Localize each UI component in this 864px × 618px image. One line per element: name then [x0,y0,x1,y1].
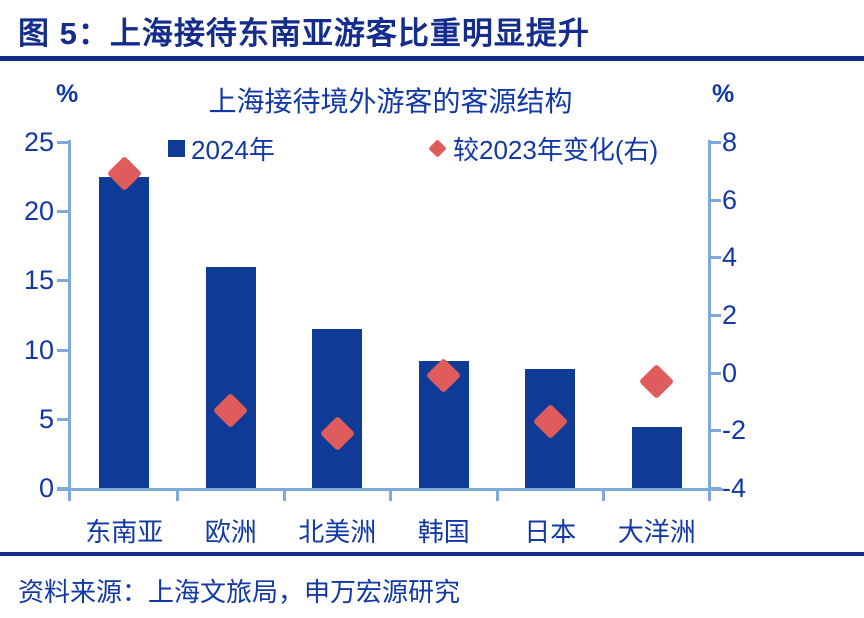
left-axis-tick-label: 25 [23,127,54,157]
x-category-label: 北美洲 [298,517,377,547]
left-axis-tick [57,348,70,352]
x-category-label: 欧洲 [204,517,257,547]
left-axis-tick [57,487,70,490]
right-axis-line [708,140,711,501]
right-axis-unit: % [712,80,735,108]
x-axis-tick [602,488,605,501]
left-axis-tick-label: 5 [38,403,54,434]
bar-大洋洲 [631,427,682,488]
left-axis-tick [57,210,70,214]
legend-diamond-swatch-icon [428,139,447,158]
right-axis-tick [708,371,721,375]
x-category-label: 大洋洲 [617,517,696,547]
left-axis-tick [57,417,70,421]
left-axis-tick-label: 15 [23,265,54,296]
caption-divider [0,56,864,61]
right-axis-tick [708,314,721,317]
right-axis-tick-label: 8 [722,127,738,157]
x-axis-tick [495,488,499,501]
x-axis-tick [282,488,286,501]
bar-北美洲 [312,328,363,488]
legend-square-swatch-icon [168,140,185,157]
right-axis-tick-label: 6 [722,184,738,215]
right-axis-tick [708,487,721,490]
diamond-marker-大洋洲 [639,363,675,399]
legend-item-scatter-series: 较2023年变化(右) [428,130,658,167]
bar-东南亚 [99,176,150,488]
right-axis-tick-label: -2 [722,415,747,446]
x-axis-tick [176,488,179,501]
x-category-label: 韩国 [417,517,470,547]
x-category-label: 东南亚 [85,517,164,547]
left-axis-line [68,140,71,501]
chart-title: 上海接待境外游客的客源结构 [208,86,573,117]
legend-label-bar-series: 2024年 [191,135,275,165]
left-axis-tick-label: 0 [38,473,54,503]
right-axis-tick-label: 4 [722,242,738,273]
left-axis-tick [57,279,70,283]
figure-caption: 图 5：上海接待东南亚游客比重明显提升 [18,16,590,51]
right-axis-tick-label: 2 [722,300,738,330]
left-axis-tick [57,141,70,144]
source-note: 资料来源：上海文旅局，申万宏源研究 [18,577,461,607]
right-axis-tick [708,256,721,260]
right-axis-tick [708,198,721,202]
legend-label-scatter-series: 较2023年变化(右) [453,135,659,165]
right-axis-tick [708,141,721,144]
bottom-divider [0,552,864,556]
right-axis-tick-label: 0 [722,357,738,388]
right-axis-tick [708,429,721,433]
left-axis-tick-label: 10 [23,334,54,365]
legend-item-bar-series: 2024年 [168,130,275,167]
x-axis-tick [389,488,392,501]
right-axis-tick-label: -4 [722,473,747,503]
left-axis-tick-label: 20 [23,196,54,227]
left-axis-unit: % [56,80,79,108]
x-category-label: 日本 [524,517,577,547]
bar-欧洲 [205,266,256,488]
